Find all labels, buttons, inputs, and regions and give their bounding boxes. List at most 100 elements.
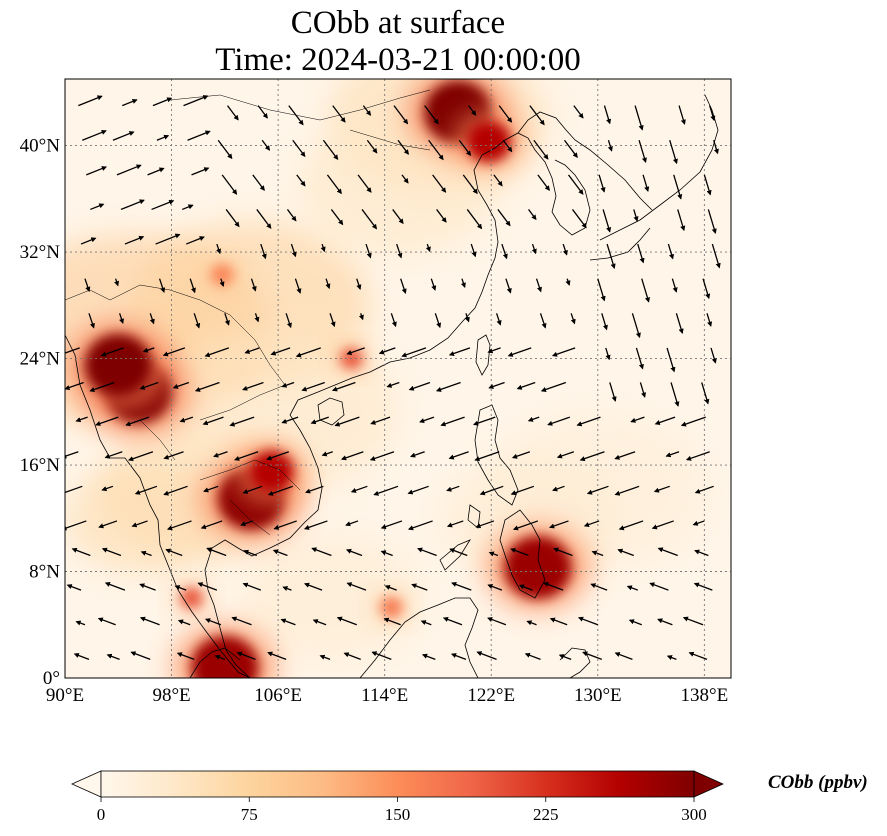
map-panel: [64, 78, 732, 679]
wind-arrow: [197, 582, 218, 591]
wind-arrow: [665, 451, 680, 458]
wind-arrow: [118, 313, 124, 324]
wind-arrow: [576, 416, 601, 427]
wind-arrow: [479, 485, 504, 496]
hotspot: [249, 450, 294, 493]
wind-arrow: [598, 174, 606, 193]
wind-arrow: [305, 485, 324, 494]
x-tick-label: 106°E: [254, 685, 302, 706]
wind-arrow: [100, 347, 124, 357]
wind-arrow: [713, 140, 719, 155]
wind-arrow: [386, 381, 400, 388]
wind-arrow: [331, 381, 356, 392]
wind-arrow: [397, 139, 409, 155]
wind-arrow: [234, 451, 259, 461]
wind-arrow: [286, 209, 297, 222]
wind-arrow: [104, 451, 123, 459]
wind-arrow: [512, 520, 539, 531]
wind-arrow: [165, 548, 183, 557]
wind-arrow: [270, 347, 291, 356]
x-tick-label: 130°E: [574, 685, 622, 706]
wind-arrow: [682, 616, 704, 626]
wind-arrow: [285, 313, 292, 329]
wind-arrow: [424, 105, 439, 125]
wind-arrow: [296, 174, 306, 187]
wind-arrow: [637, 243, 645, 264]
wind-arrow: [240, 520, 254, 527]
wind-arrow: [401, 174, 409, 184]
wind-arrow: [242, 381, 264, 391]
x-tick-label: 90°E: [46, 685, 84, 706]
wind-arrow: [586, 485, 609, 495]
wind-arrow: [80, 237, 97, 245]
wind-arrow: [242, 485, 263, 494]
wind-arrow: [356, 278, 362, 290]
wind-arrow: [685, 451, 710, 461]
wind-arrow: [609, 382, 617, 402]
wind-arrow: [319, 654, 331, 660]
wind-arrow: [601, 313, 608, 331]
wind-arrow: [78, 95, 103, 107]
wind-arrow: [547, 416, 571, 426]
wind-arrow: [320, 243, 326, 253]
x-axis-ticks: 90°E 98°E 106°E 114°E 122°E 130°E 138°E: [46, 685, 728, 706]
wind-arrow: [149, 313, 155, 325]
wind-arrow: [104, 581, 126, 591]
y-tick-label: 24°N: [20, 349, 61, 370]
wind-arrow: [204, 347, 230, 358]
wind-arrow: [446, 485, 460, 492]
hotspot: [466, 120, 511, 163]
wind-arrow: [706, 313, 713, 327]
wind-arrow: [701, 382, 710, 405]
wind-arrow: [71, 547, 91, 557]
wind-arrow: [590, 583, 608, 591]
wind-arrow: [140, 550, 152, 557]
wind-arrow: [617, 548, 634, 557]
wind-arrow: [563, 139, 578, 159]
wind-arrow: [654, 416, 676, 425]
wind-arrow: [214, 654, 226, 660]
wind-arrow: [607, 140, 613, 152]
x-tick-label: 98°E: [152, 685, 190, 706]
wind-arrow: [217, 139, 233, 160]
wind-arrow: [139, 583, 156, 591]
wind-arrow: [134, 485, 158, 495]
wind-arrow: [435, 381, 461, 392]
wind-arrow: [450, 653, 467, 660]
wind-arrow: [432, 174, 447, 193]
wind-arrow: [535, 278, 542, 293]
y-tick-label: 40°N: [20, 136, 61, 157]
wind-arrow: [139, 381, 159, 390]
wind-arrow: [430, 278, 437, 291]
wind-arrow: [487, 617, 507, 626]
colorbar-label: CObb (ppbv): [768, 772, 868, 793]
wind-arrow: [488, 551, 499, 557]
wind-arrow: [510, 485, 535, 496]
wind-arrow: [393, 105, 409, 125]
wind-arrow: [267, 485, 293, 496]
wind-arrow: [531, 243, 537, 255]
wind-arrow: [649, 582, 669, 591]
wind-arrow: [151, 199, 175, 211]
wind-arrow: [419, 416, 435, 424]
wind-arrow: [120, 199, 145, 211]
wind-arrow: [88, 313, 95, 329]
wind-arrow: [380, 520, 403, 530]
wind-arrow: [114, 278, 120, 287]
wind-arrow: [213, 451, 228, 458]
wind-arrow: [516, 381, 536, 390]
wind-arrow: [408, 381, 431, 391]
hotspot: [84, 333, 152, 397]
wind-arrow: [194, 381, 220, 392]
wind-arrow: [200, 520, 223, 530]
wind-arrow: [139, 616, 160, 626]
chart-subtitle: Time: 2024-03-21 00:00:00: [215, 42, 580, 78]
wind-arrow: [295, 347, 321, 358]
y-tick-label: 0°: [43, 668, 60, 689]
wind-arrow: [236, 651, 256, 660]
wind-arrow: [671, 278, 678, 293]
wind-arrow: [329, 313, 336, 328]
wind-arrow: [340, 451, 364, 461]
wind-arrow: [155, 233, 181, 245]
wind-arrow: [206, 547, 227, 557]
